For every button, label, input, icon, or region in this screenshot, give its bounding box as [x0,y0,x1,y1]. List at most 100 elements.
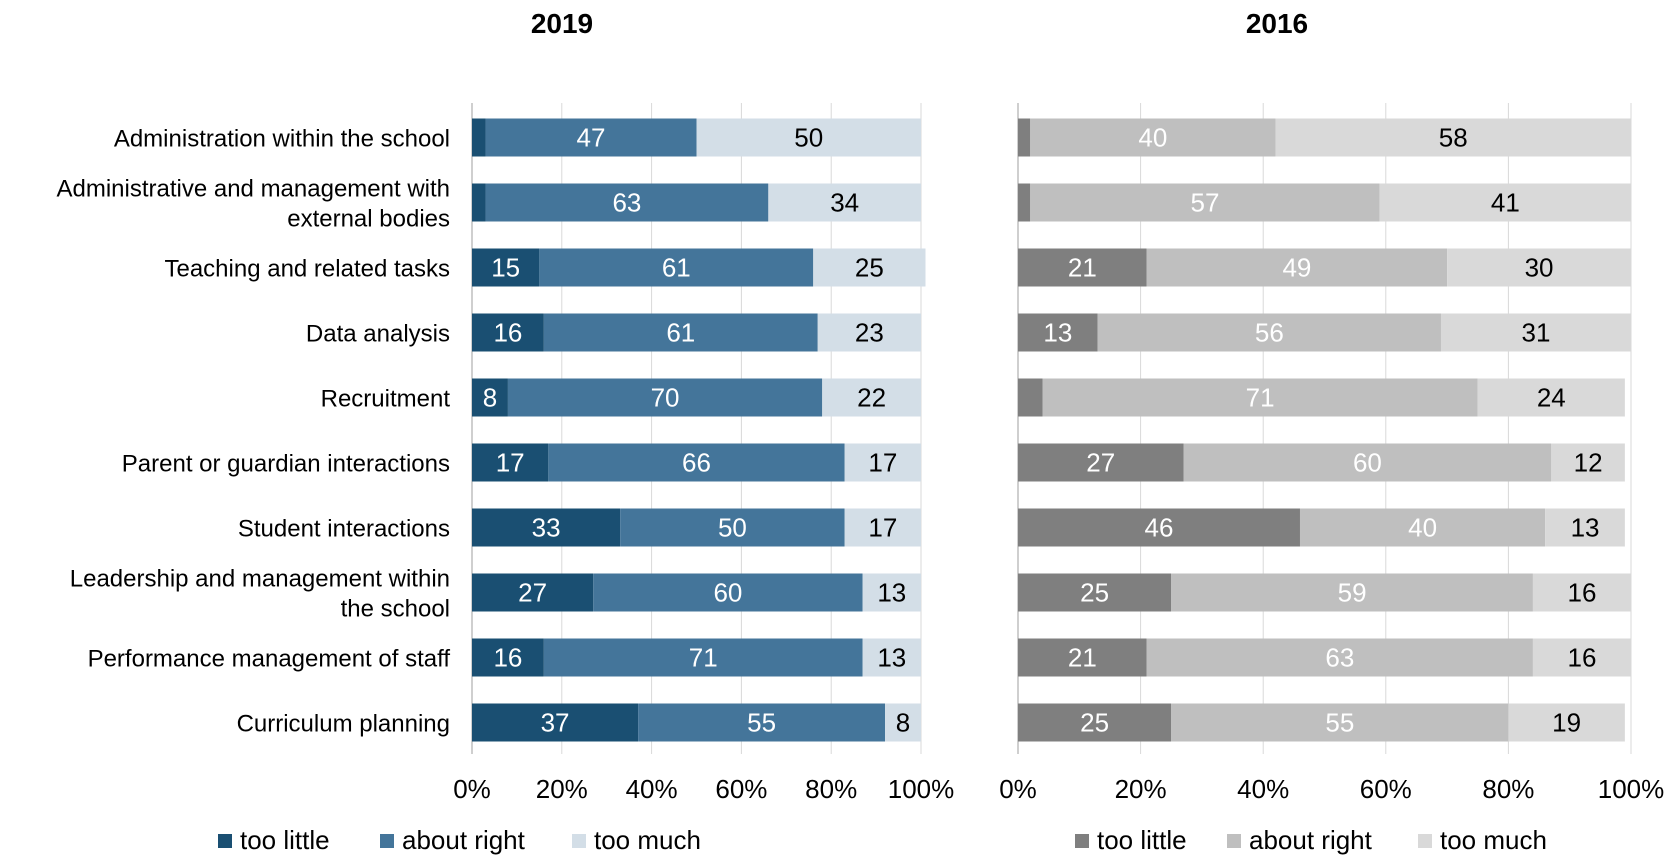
data-label: 13 [1571,513,1600,543]
bar-segment [1018,508,1300,547]
bar-segment [1532,573,1631,612]
bar-segment [1097,313,1441,352]
data-label: 17 [868,513,897,543]
bar-segment [1447,248,1631,287]
bar-segment [768,183,921,222]
data-label: 55 [1325,708,1354,738]
bar-segment [1146,638,1533,677]
bar-segment [472,703,639,742]
legend-swatch [1418,834,1432,848]
data-label: 17 [496,448,525,478]
legend-swatch [218,834,232,848]
legend-swatch [1075,834,1089,848]
data-label: 21 [1068,643,1097,673]
legend-label: about right [1249,825,1373,855]
bar-segment [539,248,814,287]
legend-2019: too little about right too much [218,825,701,855]
data-label: 63 [1325,643,1354,673]
x-tick-label: 20% [536,774,588,804]
bar-segment [813,248,926,287]
bar-segment [862,638,921,677]
category-labels: Administration within the school Administ… [56,126,450,738]
data-label: 49 [1282,253,1311,283]
bar-segment [472,313,544,352]
bar-segment [1018,573,1172,612]
legend-label: too little [1097,825,1187,855]
data-label: 23 [855,318,884,348]
bar-segment [1018,118,1031,157]
bar-segment [1018,443,1184,482]
data-label: 13 [877,643,906,673]
bar-segment [696,118,921,157]
legend-label: too much [594,825,701,855]
data-label: 22 [857,383,886,413]
data-label: 30 [1525,253,1554,283]
bar-segment [885,703,921,742]
x-tick-label: 60% [1360,774,1412,804]
category-label: Data analysis [306,321,450,348]
x-tick-label: 80% [805,774,857,804]
legend-label: too much [1440,825,1547,855]
data-label: 27 [518,578,547,608]
bar-segment [472,638,544,677]
legend-swatch [1227,834,1241,848]
data-label: 61 [662,253,691,283]
x-tick-label: 60% [715,774,767,804]
data-label: 21 [1068,253,1097,283]
data-label: 13 [877,578,906,608]
bar-segment [1018,313,1098,352]
data-label: 8 [483,383,497,413]
bar-segment [472,118,486,157]
category-label: Student interactions [238,516,450,543]
bar-segment [1030,118,1276,157]
data-label: 37 [541,708,570,738]
bar-segment [638,703,886,742]
data-label: 61 [666,318,695,348]
data-label: 16 [493,643,522,673]
bar-segment [1275,118,1631,157]
bar-segment [1183,443,1552,482]
bar-segment [1171,703,1509,742]
bar-segment [1477,378,1625,417]
data-label: 40 [1138,123,1167,153]
data-label: 12 [1574,448,1603,478]
data-label: 25 [1080,578,1109,608]
bar-segment [1171,573,1533,612]
bar-segment [1379,183,1631,222]
data-label: 25 [1080,708,1109,738]
panel-title-2016: 2016 [1246,8,1308,39]
data-label: 71 [689,643,718,673]
bar-segment [1018,183,1031,222]
data-label: 50 [794,123,823,153]
bar-segment [844,508,921,547]
data-label: 24 [1537,383,1566,413]
category-label: Leadership and management within [70,566,450,593]
bar-segment [485,183,769,222]
data-label: 66 [682,448,711,478]
x-tick-label: 40% [1237,774,1289,804]
bar-segment [620,508,845,547]
bar-segment [593,573,863,612]
category-label: Administration within the school [114,126,450,153]
data-label: 55 [747,708,776,738]
data-label: 57 [1191,188,1220,218]
data-label: 25 [855,253,884,283]
x-tick-label: 100% [888,774,955,804]
data-label: 60 [1353,448,1382,478]
bar-segment [1018,378,1043,417]
data-label: 19 [1552,708,1581,738]
data-label: 13 [1043,318,1072,348]
data-label: 16 [1567,643,1596,673]
category-label: the school [341,596,450,623]
data-label: 71 [1246,383,1275,413]
x-tick-label: 80% [1482,774,1534,804]
data-label: 16 [1567,578,1596,608]
legend-2016: too little about right too much [1075,825,1547,855]
category-label: Performance management of staff [88,646,451,673]
data-label: 27 [1086,448,1115,478]
bar-segment [817,313,921,352]
bar-segment [1532,638,1631,677]
bar-segment [1146,248,1448,287]
x-tick-label: 20% [1115,774,1167,804]
